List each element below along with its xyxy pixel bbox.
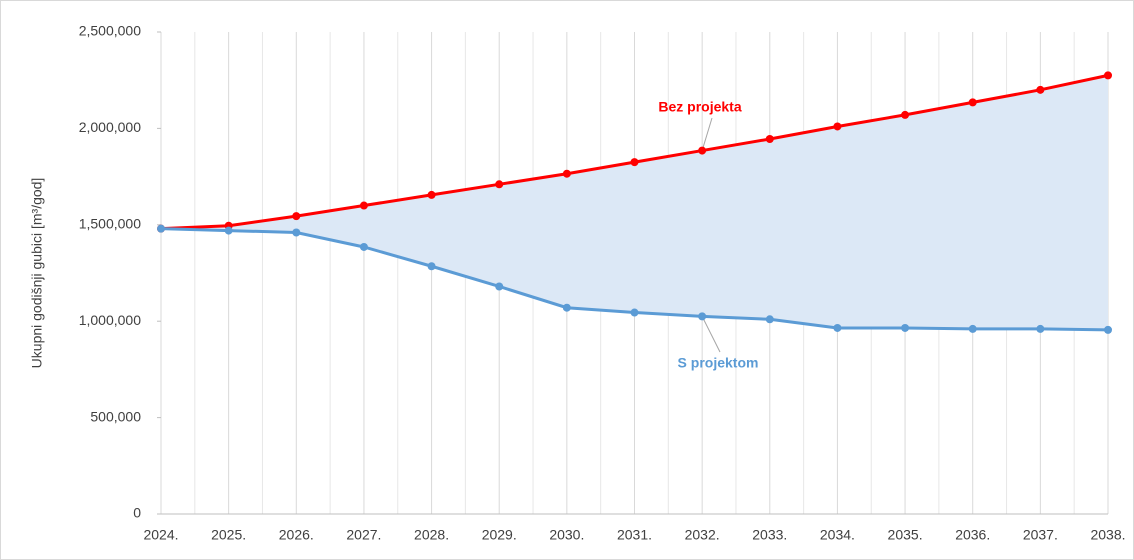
y-tick-label: 500,000: [90, 408, 141, 424]
data-point: [765, 135, 774, 144]
y-tick-label: 2,000,000: [79, 119, 141, 135]
x-tick-label: 2036.: [955, 527, 990, 543]
data-point: [495, 282, 504, 291]
data-point: [562, 169, 571, 178]
data-point: [901, 323, 910, 332]
x-tick-label: 2030.: [549, 527, 584, 543]
difference-area: [161, 75, 1108, 330]
data-point: [495, 180, 504, 189]
data-point: [765, 315, 774, 324]
data-point: [968, 324, 977, 333]
x-tick-label: 2029.: [482, 527, 517, 543]
data-point: [427, 262, 436, 271]
data-point: [698, 312, 707, 321]
data-point: [292, 212, 301, 221]
x-tick-label: 2035.: [888, 527, 923, 543]
data-point: [427, 190, 436, 199]
x-tick-label: 2026.: [279, 527, 314, 543]
data-point: [833, 122, 842, 131]
data-point: [562, 303, 571, 312]
data-point: [1104, 325, 1112, 334]
y-tick-label: 2,500,000: [79, 23, 141, 39]
data-point: [901, 110, 910, 119]
x-tick-label: 2031.: [617, 527, 652, 543]
x-tick-label: 2033.: [752, 527, 787, 543]
data-point: [157, 224, 165, 233]
data-point: [833, 323, 842, 332]
y-tick-label: 1,500,000: [79, 216, 141, 232]
annotation-leader: [701, 117, 713, 151]
x-tick-label: 2032.: [685, 527, 720, 543]
x-tick-label: 2028.: [414, 527, 449, 543]
data-point: [630, 308, 639, 317]
y-axis-label: Ukupni godišnji gubici [m³/god]: [29, 178, 45, 369]
x-tick-label: 2037.: [1023, 527, 1058, 543]
x-tick-label: 2027.: [346, 527, 381, 543]
data-point: [1036, 324, 1045, 333]
y-tick-label: 0: [133, 505, 141, 521]
data-point: [698, 146, 707, 155]
data-point: [359, 242, 368, 251]
data-point: [1036, 85, 1045, 94]
x-tick-label: 2025.: [211, 527, 246, 543]
data-point: [968, 98, 977, 107]
x-tick-label: 2034.: [820, 527, 855, 543]
series-annotation: Bez projekta: [658, 99, 741, 115]
y-tick-label: 1,000,000: [79, 312, 141, 328]
annotation-leader: [701, 316, 721, 353]
data-point: [224, 226, 233, 235]
data-point: [359, 201, 368, 210]
x-tick-label: 2024.: [143, 527, 178, 543]
data-point: [630, 158, 639, 167]
data-point: [292, 228, 301, 237]
series-annotation: S projektom: [678, 355, 759, 371]
x-tick-label: 2038.: [1090, 527, 1125, 543]
data-point: [1104, 71, 1112, 80]
